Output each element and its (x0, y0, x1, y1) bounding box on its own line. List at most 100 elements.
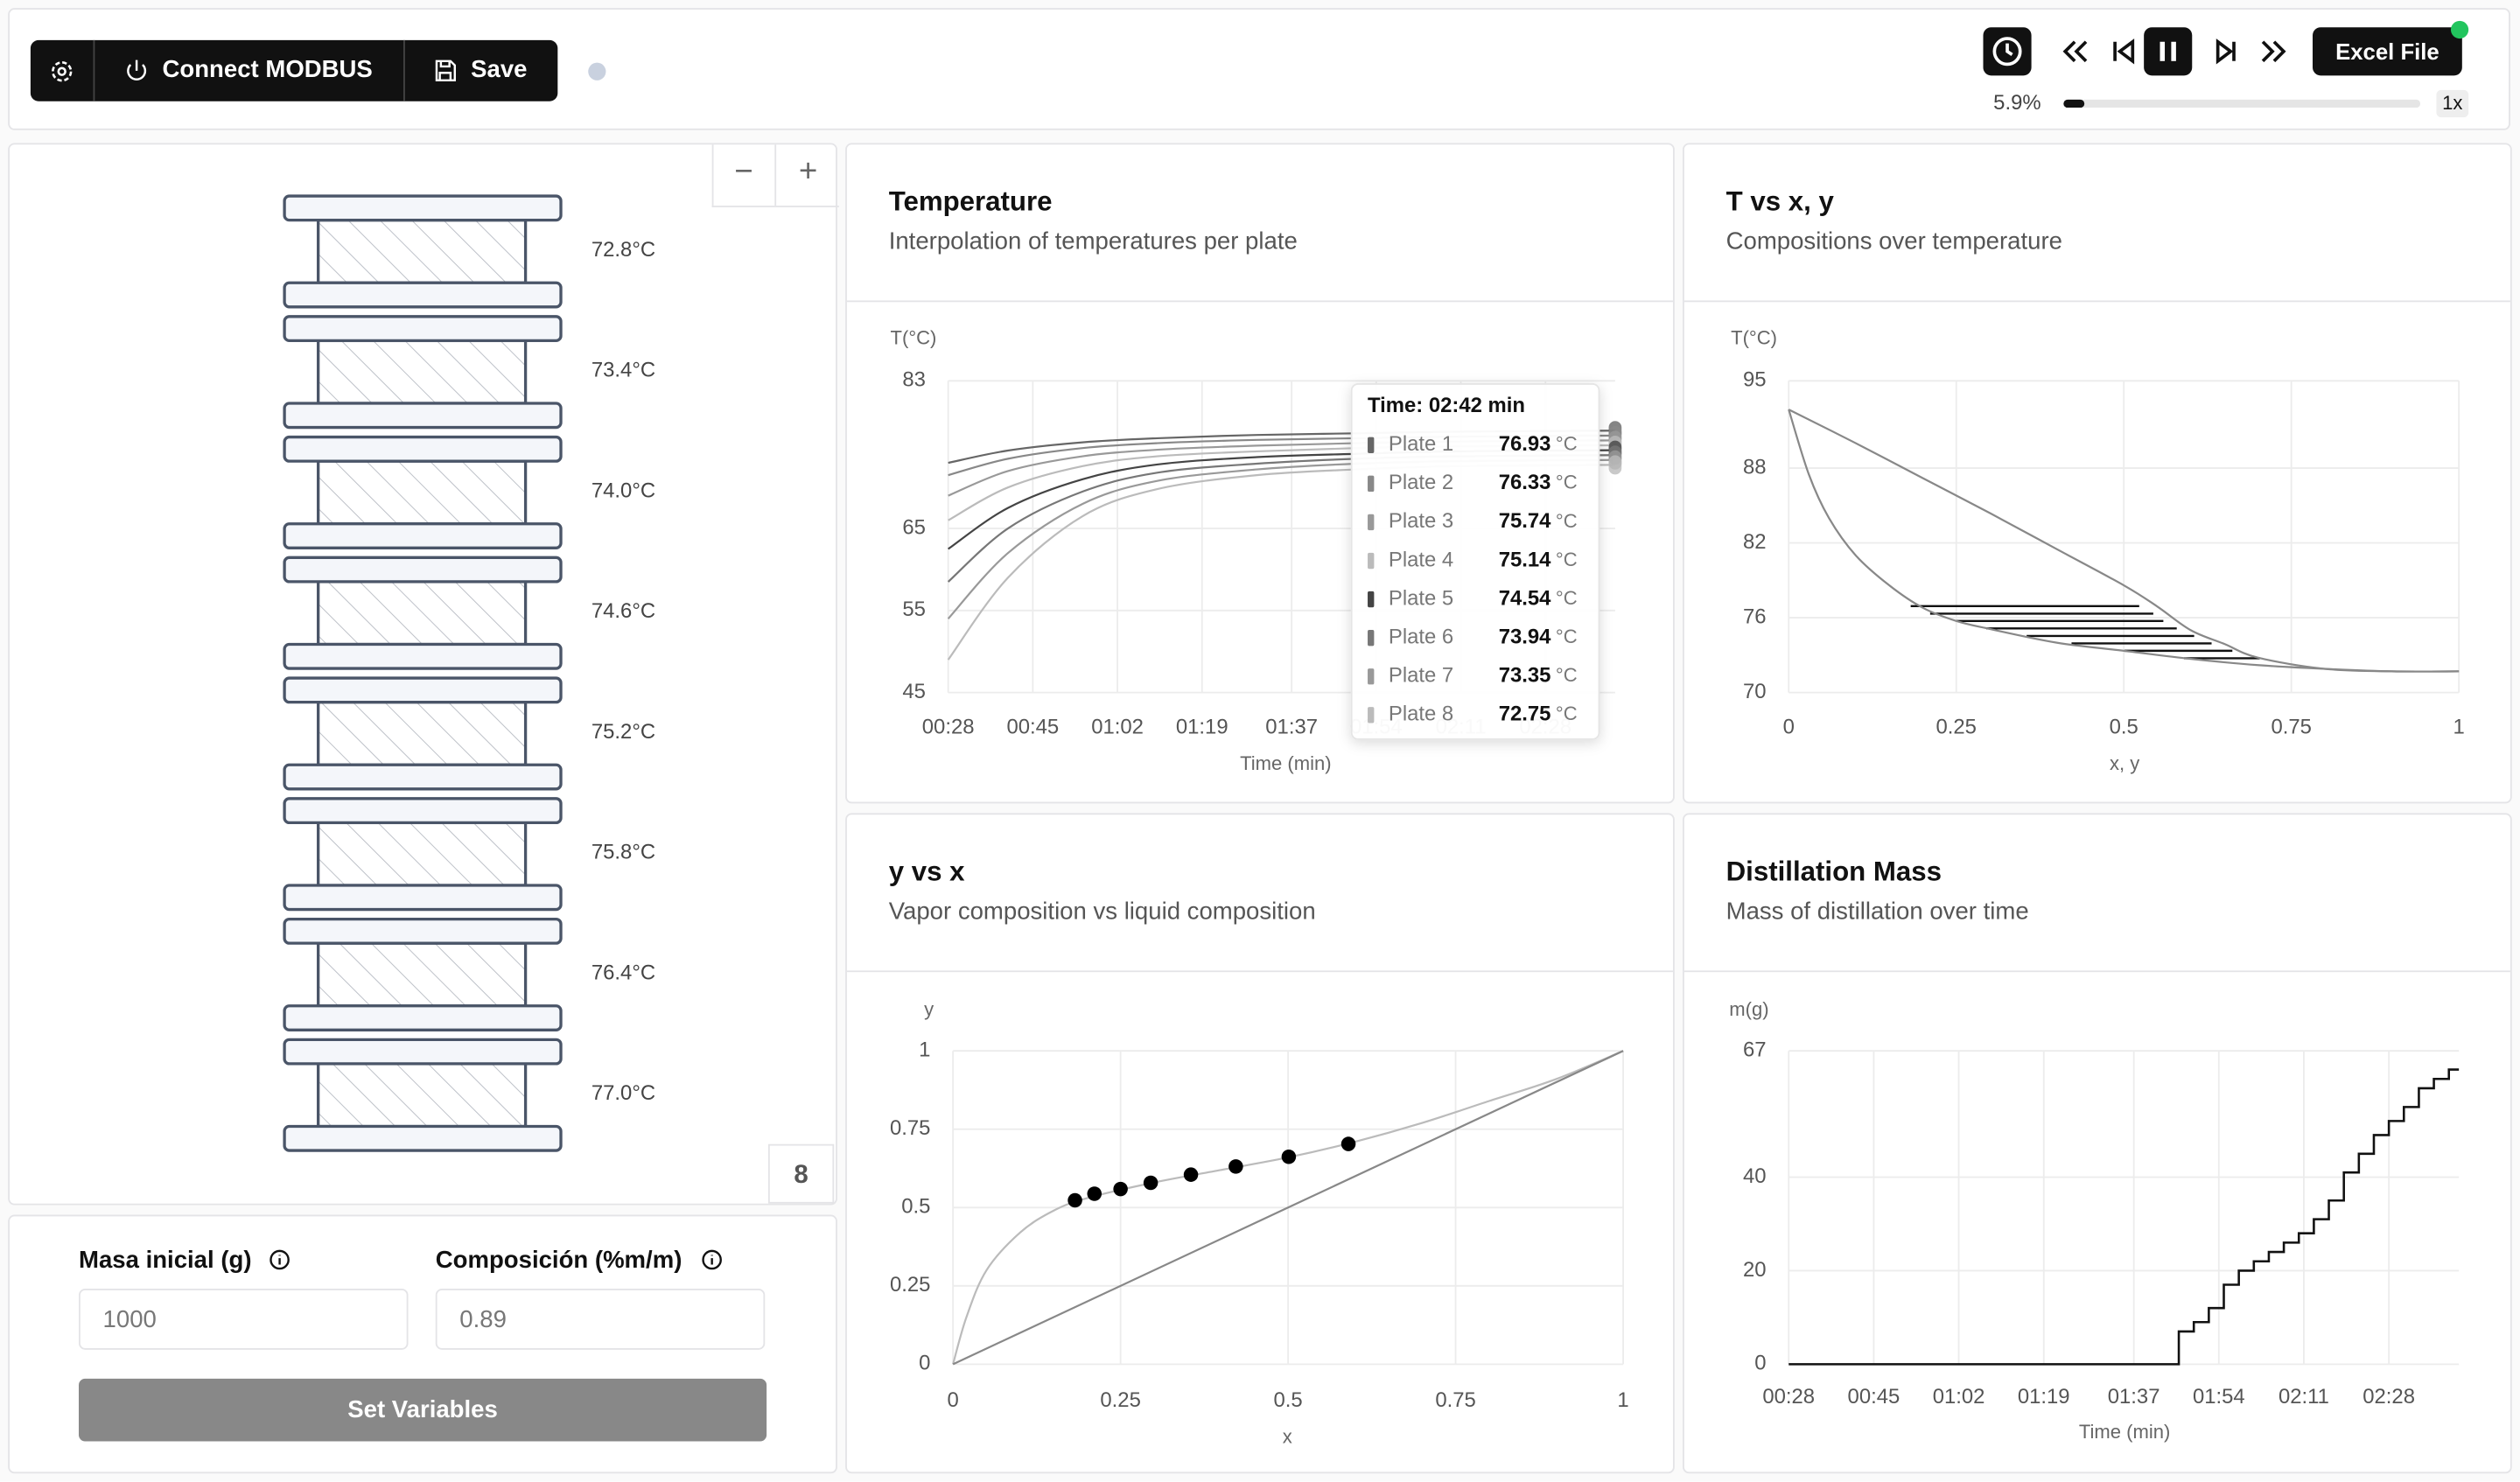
x-axis-label: x, y (2110, 752, 2139, 774)
x-tick-label: 01:37 (1265, 715, 1318, 738)
plate-temperature: 74.0°C (592, 479, 655, 502)
x-tick-label: 00:45 (1848, 1385, 1900, 1409)
tray (283, 763, 563, 791)
x-tick-label: 01:02 (1933, 1385, 1985, 1409)
data-point (1281, 1149, 1297, 1164)
plate-section (317, 821, 528, 887)
excel-button[interactable]: Excel File (2313, 27, 2462, 76)
set-variables-button[interactable]: Set Variables (78, 1378, 767, 1442)
x-tick-label: 0.75 (2271, 715, 2311, 738)
series-line (952, 1050, 1624, 1365)
legend-swatch (1368, 707, 1375, 724)
chart-title: T vs x, y (1726, 186, 1834, 217)
legend-swatch (1368, 475, 1375, 493)
series-line (952, 1050, 1624, 1366)
x-tick-label: 02:28 (2362, 1385, 2415, 1409)
settings-button[interactable] (48, 58, 75, 85)
connect-button[interactable]: Connect MODBUS (123, 56, 373, 84)
chart-title: y vs x (888, 856, 965, 887)
y-tick-label: 0.5 (901, 1195, 930, 1219)
info-icon[interactable] (701, 1248, 724, 1271)
tray (283, 315, 563, 343)
chart-subtitle: Interpolation of temperatures per plate (888, 227, 1298, 256)
y-tick-label: 0 (1754, 1352, 1766, 1375)
zoom-controls: − + (711, 144, 839, 207)
info-icon[interactable] (269, 1248, 291, 1271)
header: Connect MODBUS Save Excel File 5.9% 1x (8, 8, 2510, 130)
pause-button[interactable] (2144, 27, 2193, 76)
plate-section (317, 459, 528, 526)
y-tick-label: 95 (1743, 368, 1767, 392)
y-tick-label: 1 (919, 1038, 930, 1062)
tray (283, 556, 563, 584)
data-point (1113, 1181, 1128, 1197)
tooltip-value: 74.54 (1499, 586, 1551, 610)
x-tick-label: 00:28 (1762, 1385, 1815, 1409)
chart-subtitle: Mass of distillation over time (1726, 898, 2029, 926)
x-axis-label: Time (min) (1240, 752, 1331, 774)
next-button[interactable] (2216, 38, 2236, 65)
x-axis-label: Time (min) (2079, 1421, 2170, 1443)
plate-temperature: 77.0°C (592, 1081, 655, 1105)
progress-track[interactable] (2063, 99, 2421, 108)
x-tick-label: 01:02 (1091, 715, 1144, 738)
comp-label: Composición (%m/m) (435, 1247, 682, 1275)
plate-count: 8 (767, 1143, 835, 1204)
legend-label: Plate 8 (1389, 703, 1453, 726)
plate-section (317, 941, 528, 1008)
y-axis-label: m(g) (1729, 998, 1768, 1020)
tray (283, 194, 563, 222)
x-tick-label: 0.25 (1100, 1388, 1140, 1412)
tray (283, 1004, 563, 1031)
x-tick-label: 0.25 (1936, 715, 1977, 738)
rewind-button[interactable] (2062, 40, 2088, 63)
progress-fill (2063, 99, 2085, 108)
plate-temperature: 75.2°C (592, 720, 655, 744)
tooltip-value: 76.33 (1499, 471, 1551, 494)
y-tick-label: 70 (1743, 680, 1767, 703)
x-tick-label: 01:19 (2018, 1385, 2070, 1409)
chart-subtitle: Vapor composition vs liquid composition (888, 898, 1316, 926)
tray (283, 402, 563, 430)
y-tick-label: 45 (902, 680, 926, 703)
series-line (1788, 1068, 2460, 1366)
x-tick-label: 01:19 (1176, 715, 1228, 738)
hover-marker (1608, 455, 1622, 475)
y-tick-label: 88 (1743, 455, 1767, 479)
data-point (1087, 1186, 1102, 1201)
plate-section (317, 700, 528, 766)
speed[interactable]: 1x (2436, 89, 2469, 118)
zoom-out[interactable]: − (734, 154, 753, 190)
playback-controls (1983, 27, 2286, 76)
tooltip-value: 75.14 (1499, 548, 1551, 571)
legend-swatch (1368, 591, 1375, 608)
progress-label: 5.9% (1993, 89, 2041, 115)
y-tick-label: 67 (1743, 1038, 1767, 1062)
data-point (1183, 1167, 1199, 1182)
save-button[interactable]: Save (432, 56, 528, 84)
data-point (1068, 1192, 1082, 1208)
tooltip-unit: °C (1556, 664, 1578, 686)
y-tick-label: 20 (1743, 1258, 1767, 1282)
y-tick-label: 76 (1743, 605, 1767, 628)
forward-button[interactable] (2261, 40, 2286, 63)
tooltip-unit: °C (1556, 587, 1578, 609)
tray (283, 1038, 563, 1066)
zoom-in[interactable]: + (798, 154, 818, 190)
prev-button[interactable] (2113, 38, 2135, 65)
y-axis-label: y (924, 998, 934, 1020)
y-tick-label: 65 (902, 515, 926, 539)
tooltip-value: 73.35 (1499, 664, 1551, 688)
mass-input[interactable]: 1000 (78, 1289, 409, 1350)
tray (283, 281, 563, 309)
legend-label: Plate 7 (1389, 664, 1453, 688)
legend-swatch (1368, 437, 1375, 453)
comp-input[interactable]: 0.89 (435, 1289, 766, 1350)
plate-section (317, 1062, 528, 1129)
tooltip-title: Time: 02:42 min (1368, 394, 1525, 417)
tooltip-unit: °C (1556, 549, 1578, 570)
tray (283, 917, 563, 945)
x-tick-label: 0.5 (2110, 715, 2138, 738)
